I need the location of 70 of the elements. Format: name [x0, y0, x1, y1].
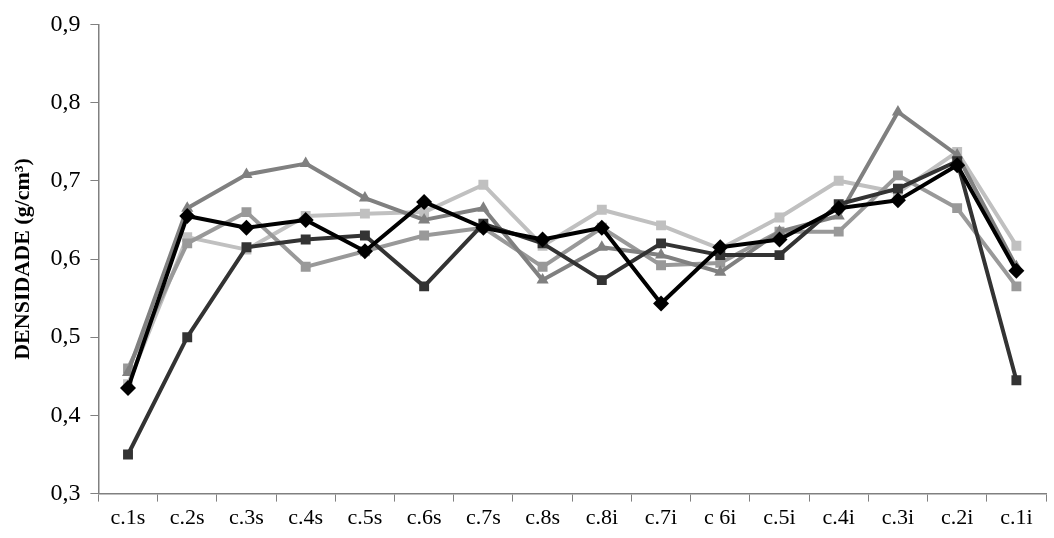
point [359, 230, 370, 241]
point [596, 275, 607, 286]
point [1011, 375, 1022, 386]
point [478, 179, 489, 190]
point [359, 208, 370, 219]
x-tick-label: c.4i [822, 503, 855, 529]
point [534, 231, 551, 248]
point [833, 226, 844, 237]
point [419, 281, 430, 292]
x-tick-label: c.6s [406, 503, 442, 529]
point [182, 238, 193, 249]
point [419, 230, 430, 241]
y-tick-label: 0,5 [50, 322, 81, 349]
point [892, 170, 903, 181]
y-tick-label: 0,7 [50, 166, 81, 193]
point [179, 207, 196, 224]
point [537, 261, 548, 272]
point [1011, 240, 1022, 251]
point [241, 207, 252, 218]
point [712, 239, 729, 256]
x-tick-label: c.1s [110, 503, 146, 529]
point [656, 238, 666, 249]
y-tick-label: 0,4 [50, 400, 81, 427]
x-tick-label: c.5s [347, 503, 383, 529]
point [656, 260, 666, 271]
point [300, 234, 311, 245]
y-tick-label: 0,9 [50, 9, 81, 36]
point [238, 219, 255, 236]
x-tick-label: c.1i [1000, 503, 1033, 529]
point [774, 250, 785, 261]
point [182, 332, 193, 343]
point [892, 183, 903, 194]
point [300, 261, 311, 272]
x-tick-label: c.2s [169, 503, 205, 529]
point [123, 449, 133, 460]
x-tick-label: c.3i [881, 503, 915, 529]
x-tick-label: c.8s [525, 503, 560, 529]
point [596, 204, 607, 215]
x-tick-label: c 6i [704, 503, 737, 529]
point [418, 212, 431, 224]
y-axis-title: DENSIDADE (g/cm³) [8, 158, 34, 360]
y-tick-label: 0,8 [50, 87, 81, 114]
point [120, 380, 137, 397]
y-tick-label: 0,3 [50, 478, 81, 505]
point [653, 295, 670, 312]
point [654, 248, 668, 259]
point [891, 104, 904, 116]
x-tick-label: c.7i [644, 503, 678, 529]
point [656, 220, 666, 231]
point [833, 175, 844, 186]
point [297, 211, 314, 228]
point [536, 273, 549, 284]
point [714, 265, 727, 276]
x-tick-label: c.2i [940, 503, 974, 529]
point [774, 212, 785, 223]
x-tick-label: c.3s [229, 503, 264, 529]
x-tick-label: c.5i [763, 503, 796, 529]
point [1011, 281, 1022, 292]
x-tick-label: c.4s [288, 503, 324, 529]
x-tick-label: c.8i [585, 503, 619, 529]
point [949, 157, 966, 174]
y-tick-label: 0,6 [50, 244, 81, 271]
point [889, 192, 906, 209]
point [771, 231, 788, 248]
point [416, 193, 433, 210]
point [952, 203, 963, 214]
point [477, 201, 490, 212]
x-tick-label: c.7s [465, 503, 501, 529]
point [1008, 262, 1025, 279]
point [830, 200, 847, 217]
